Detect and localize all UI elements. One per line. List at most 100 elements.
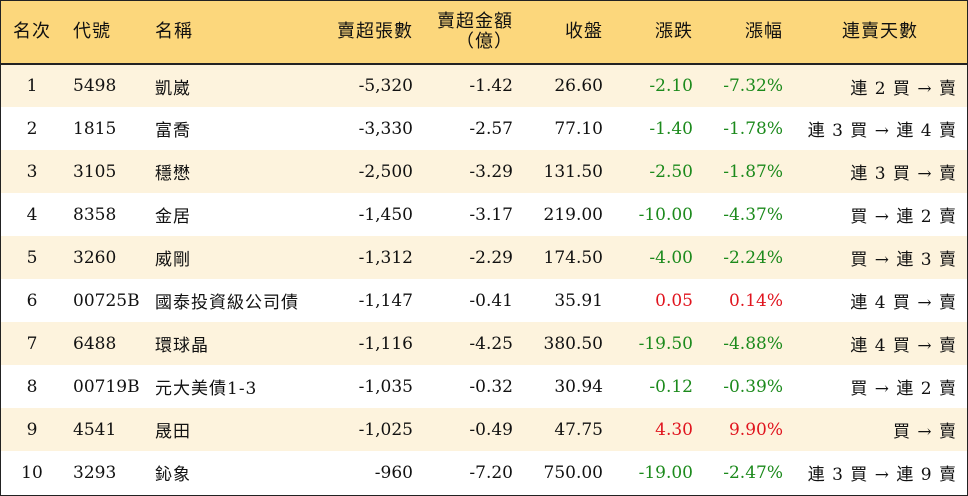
net-sell-lots-cell: -2,500	[358, 161, 413, 182]
name-cell: 鈊象	[155, 465, 191, 485]
consecutive-days-cell: 連 4 買 → 賣	[850, 336, 957, 356]
table-row: 9 4541 晟田 -1,025 -0.49 47.75 4.30 9.90% 買 → 賣	[1, 408, 967, 451]
rank-cell: 5	[26, 247, 38, 268]
net-sell-lots-cell: -1,450	[358, 204, 413, 225]
rank-cell: 8	[26, 376, 38, 397]
pct-change-cell: -2.24%	[723, 247, 783, 268]
change-cell: 4.30	[655, 419, 693, 440]
header-rank: 名次	[1, 1, 63, 65]
table-row: 8 00719B 元大美債1-3 -1,035 -0.32 30.94 -0.12 -0.39…	[1, 365, 967, 408]
close-cell: 750.00	[543, 462, 603, 483]
code-cell: 3293	[73, 462, 117, 483]
close-cell: 77.10	[554, 118, 603, 139]
net-sell-lots-cell: -5,320	[358, 76, 413, 96]
code-cell: 1815	[73, 118, 117, 139]
net-sell-lots-cell: -1,312	[358, 247, 413, 268]
rank-cell: 1	[26, 76, 38, 96]
close-cell: 47.75	[554, 419, 603, 440]
net-sell-amount-cell: -2.57	[469, 118, 513, 139]
header-close: 收盤	[523, 1, 613, 65]
consecutive-days-cell: 買 → 連 2 賣	[850, 379, 957, 399]
net-sell-lots-cell: -1,035	[358, 376, 413, 397]
code-cell: 3260	[73, 247, 117, 268]
header-pct-change: 漲幅	[703, 1, 793, 65]
net-sell-amount-cell: -0.41	[469, 290, 513, 311]
header-consecutive-sell-days: 連賣天數	[793, 1, 967, 65]
header-code: 代號	[63, 1, 145, 65]
header-net-sell-lots: 賣超張數	[320, 1, 423, 65]
table-header-row: 名次 代號 名稱 賣超張數 賣超金額 （億） 收盤 漲跌 漲幅 連賣天數	[1, 1, 967, 65]
name-cell: 晟田	[155, 422, 191, 442]
table-row: 5 3260 威剛 -1,312 -2.29 174.50 -4.00 -2.24% 買 → 連…	[1, 236, 967, 279]
change-cell: -19.50	[638, 333, 693, 354]
code-cell: 4541	[73, 419, 117, 440]
consecutive-days-cell: 買 → 連 2 賣	[850, 207, 957, 227]
name-cell: 環球晶	[155, 336, 209, 356]
name-cell: 凱崴	[155, 78, 191, 99]
name-cell: 元大美債1-3	[155, 379, 258, 399]
close-cell: 30.94	[554, 376, 603, 397]
code-cell: 5498	[73, 76, 117, 96]
close-cell: 219.00	[543, 204, 603, 225]
header-net-sell-amount-line1: 賣超金額	[437, 11, 513, 32]
pct-change-cell: -4.88%	[723, 333, 783, 354]
consecutive-days-cell: 連 3 買 → 賣	[850, 164, 957, 184]
net-sell-amount-cell: -0.49	[469, 419, 513, 440]
pct-change-cell: -7.32%	[723, 76, 783, 96]
header-change: 漲跌	[613, 1, 703, 65]
name-cell: 國泰投資級公司債	[155, 293, 299, 313]
consecutive-days-cell: 連 2 買 → 賣	[850, 78, 957, 99]
change-cell: -19.00	[638, 462, 693, 483]
consecutive-days-cell: 連 3 買 → 連 4 賣	[807, 121, 957, 141]
consecutive-days-cell: 買 → 賣	[892, 422, 957, 442]
code-cell: 6488	[73, 333, 117, 354]
name-cell: 穩懋	[155, 164, 191, 184]
net-sell-amount-cell: -3.17	[469, 204, 513, 225]
change-cell: -2.10	[649, 76, 693, 96]
net-sell-amount-cell: -0.32	[469, 376, 513, 397]
close-cell: 35.91	[554, 290, 603, 311]
rank-cell: 7	[26, 333, 38, 354]
net-sell-amount-cell: -4.25	[469, 333, 513, 354]
consecutive-days-cell: 連 4 買 → 賣	[850, 293, 957, 313]
change-cell: -4.00	[649, 247, 693, 268]
header-name: 名稱	[145, 1, 320, 65]
net-sell-amount-cell: -7.20	[469, 462, 513, 483]
close-cell: 380.50	[543, 333, 603, 354]
code-cell: 3105	[73, 161, 117, 182]
net-sell-amount-cell: -3.29	[469, 161, 513, 182]
consecutive-days-cell: 買 → 連 3 賣	[850, 250, 957, 270]
name-cell: 金居	[155, 207, 191, 227]
table-body: 1 5498 凱崴 -5,320 -1.42 26.60 -2.10 -7.32% 連 2 買 …	[1, 64, 967, 494]
table-row: 3 3105 穩懋 -2,500 -3.29 131.50 -2.50 -1.87% 連 3 買…	[1, 150, 967, 193]
pct-change-cell: 9.90%	[728, 419, 783, 440]
pct-change-cell: -2.47%	[723, 462, 783, 483]
net-sell-lots-cell: -1,147	[358, 290, 413, 311]
change-cell: -10.00	[638, 204, 693, 225]
rank-cell: 10	[21, 462, 43, 483]
change-cell: -1.40	[649, 118, 693, 139]
consecutive-days-cell: 連 3 買 → 連 9 賣	[807, 465, 957, 485]
header-net-sell-amount-line2: （億）	[456, 31, 513, 52]
rank-cell: 9	[26, 419, 38, 440]
net-sell-lots-cell: -3,330	[358, 118, 413, 139]
table-row: 1 5498 凱崴 -5,320 -1.42 26.60 -2.10 -7.32% 連 2 買 …	[1, 64, 967, 107]
net-sell-amount-cell: -1.42	[469, 76, 513, 96]
pct-change-cell: -1.87%	[723, 161, 783, 182]
change-cell: -2.50	[649, 161, 693, 182]
pct-change-cell: -4.37%	[723, 204, 783, 225]
close-cell: 131.50	[543, 161, 603, 182]
name-cell: 富喬	[155, 121, 191, 141]
rank-cell: 6	[26, 290, 38, 311]
table-row: 2 1815 富喬 -3,330 -2.57 77.10 -1.40 -1.78% 連 3 買 …	[1, 107, 967, 150]
pct-change-cell: -1.78%	[723, 118, 783, 139]
pct-change-cell: 0.14%	[728, 290, 783, 311]
change-cell: 0.05	[655, 290, 693, 311]
net-sell-lots-cell: -1,116	[358, 333, 413, 354]
table-row: 7 6488 環球晶 -1,116 -4.25 380.50 -19.50 -4.88% 連 4…	[1, 322, 967, 365]
rank-cell: 2	[26, 118, 38, 139]
net-sell-lots-cell: -1,025	[358, 419, 413, 440]
net-sell-lots-cell: -960	[374, 462, 413, 483]
code-cell: 8358	[73, 204, 117, 225]
